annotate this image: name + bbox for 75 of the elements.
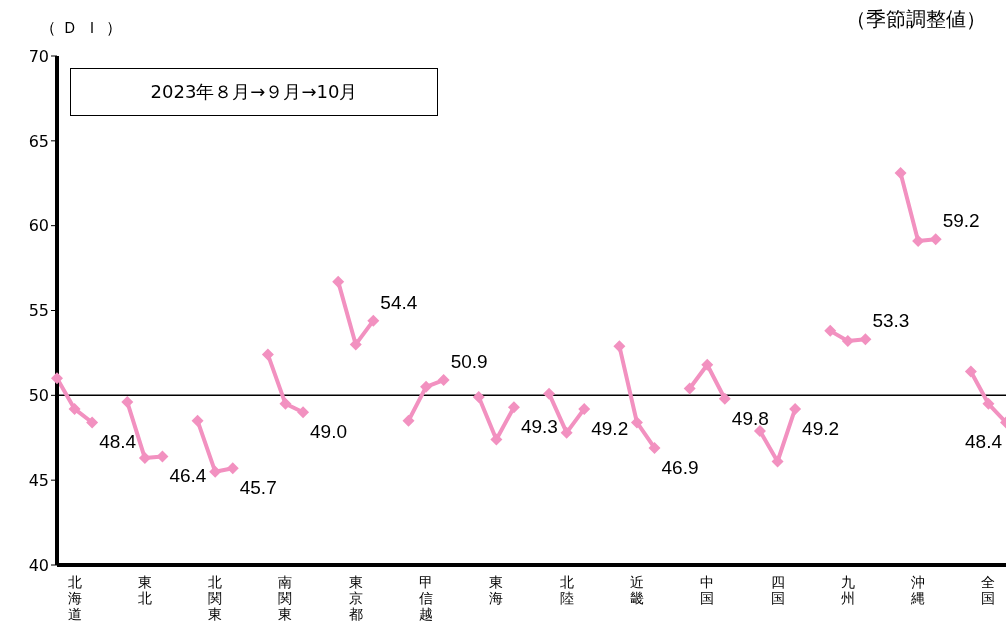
x-tick-label: 東京都 [348, 574, 363, 622]
point [279, 397, 292, 410]
point [332, 275, 345, 288]
point [297, 406, 310, 419]
data-label: 49.2 [802, 417, 840, 439]
point [560, 426, 573, 439]
y-tick-label: 70 [28, 46, 49, 66]
y-tick-label: 50 [28, 386, 49, 406]
point [138, 452, 151, 465]
point [789, 402, 802, 415]
point [964, 365, 977, 378]
point [420, 380, 433, 393]
point [824, 324, 837, 337]
point [86, 416, 99, 429]
x-tick-label: 北関東 [208, 574, 223, 622]
x-tick-label: 東北 [137, 574, 152, 606]
data-label: 54.4 [380, 291, 418, 313]
data-label: 49.8 [731, 407, 769, 429]
point [648, 441, 661, 454]
y-tick-label: 55 [28, 301, 49, 321]
point [472, 391, 485, 404]
data-label: 49.0 [310, 421, 348, 443]
data-label: 48.4 [965, 431, 1003, 453]
point [121, 396, 134, 409]
point [367, 314, 380, 327]
x-tick-label: 九州 [840, 574, 855, 606]
x-tick-label: 沖縄 [910, 574, 926, 606]
point [437, 374, 450, 387]
x-tick-label: 東海 [489, 574, 504, 606]
point [349, 338, 362, 351]
y-tick-label: 45 [28, 470, 49, 490]
point [630, 416, 643, 429]
data-label: 50.9 [450, 351, 488, 373]
point [261, 348, 274, 361]
x-tick-label: 四国 [770, 574, 785, 606]
y-tick-label: 65 [28, 131, 49, 151]
data-label: 46.4 [169, 465, 207, 487]
y-axis-title: （ＤＩ） [40, 18, 128, 39]
y-tick-label: 60 [28, 216, 49, 236]
x-tick-label: 近畿 [629, 574, 644, 606]
data-label: 48.4 [99, 431, 137, 453]
point [543, 387, 556, 400]
point [191, 414, 204, 427]
x-tick-label: 北海道 [67, 574, 82, 622]
point [771, 455, 784, 468]
x-tick-label: 全国 [981, 574, 996, 606]
point [490, 433, 503, 446]
point [894, 167, 907, 180]
point [701, 358, 714, 371]
point [578, 402, 591, 415]
x-tick-label: 中国 [700, 574, 715, 606]
point [507, 401, 520, 414]
y-tick-label: 40 [28, 555, 49, 575]
data-label: 45.7 [239, 477, 277, 499]
point [841, 335, 854, 348]
point [753, 424, 766, 437]
point [683, 382, 696, 395]
data-label: 49.3 [520, 416, 558, 438]
x-tick-label: 甲信越 [419, 574, 434, 622]
data-label: 49.2 [591, 417, 629, 439]
point [982, 397, 995, 410]
point [209, 465, 222, 478]
point [68, 402, 81, 415]
x-tick-label: 南関東 [278, 574, 293, 622]
point [718, 392, 731, 405]
annotation: 2023年８月→９月→10月 [150, 80, 358, 104]
data-label: 59.2 [942, 210, 980, 232]
point [51, 372, 63, 385]
x-tick-label: 北陸 [559, 574, 574, 606]
point [226, 462, 239, 475]
point [613, 340, 626, 353]
chart-subtitle: （季節調整値） [846, 6, 986, 33]
point [402, 414, 415, 427]
data-label: 53.3 [872, 310, 910, 332]
data-label: 46.9 [661, 456, 699, 478]
